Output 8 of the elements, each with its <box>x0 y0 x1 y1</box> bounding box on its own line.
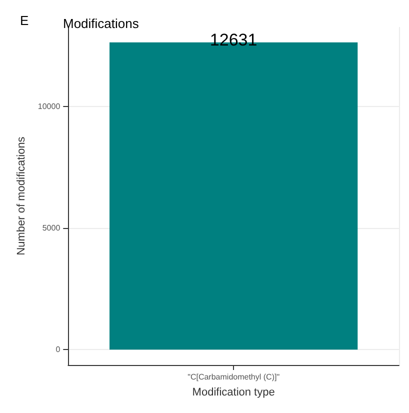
chart-title: Modifications <box>63 16 140 31</box>
y-axis-title: Number of modifications <box>16 136 28 256</box>
y-tick-label: 10000 <box>38 102 61 111</box>
x-axis-title: Modification type <box>192 386 275 398</box>
x-tick-label: "C[Carbamidomethyl (C)]" <box>188 372 280 382</box>
text: E <box>20 13 29 28</box>
y-tick-label: 0 <box>56 345 61 354</box>
y-tick-label: 5000 <box>42 224 61 232</box>
